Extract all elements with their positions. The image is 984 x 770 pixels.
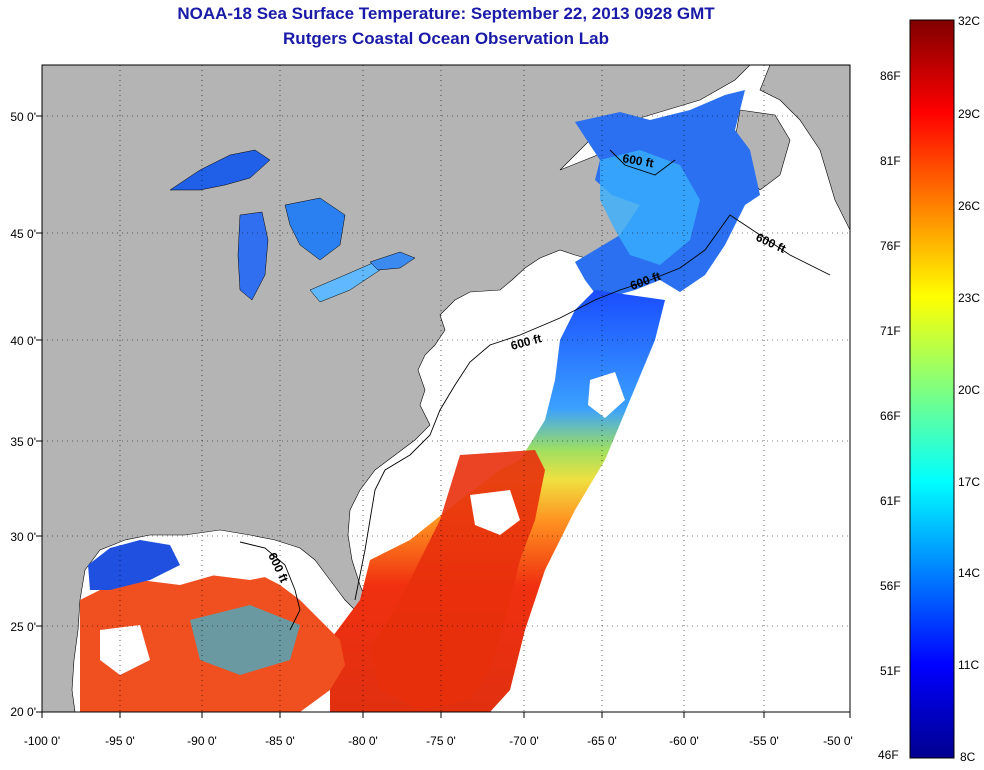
- lat-label: 50 0': [10, 110, 36, 124]
- no-data-patch: [588, 372, 625, 418]
- map-title: NOAA-18 Sea Surface Temperature: Septemb…: [177, 4, 715, 23]
- lon-label: -60 0': [669, 734, 699, 748]
- colorbar-c-label: 20C: [958, 383, 981, 397]
- colorbar-c-label: 17C: [958, 475, 981, 489]
- lat-label: 45 0': [10, 227, 36, 241]
- lon-label: -50 0': [823, 734, 853, 748]
- lon-label: -100 0': [24, 734, 60, 748]
- lat-label: 35 0': [10, 435, 36, 449]
- colorbar-c-label: 29C: [958, 107, 981, 121]
- colorbar: [909, 19, 955, 759]
- colorbar-c-label: 26C: [958, 199, 981, 213]
- no-data-patch: [200, 545, 290, 580]
- lat-label: 20 0': [10, 705, 36, 719]
- lon-label: -95 0': [105, 734, 135, 748]
- sst-gulf-st-lawrence-warm: [600, 150, 700, 265]
- graticule: [36, 65, 851, 718]
- lon-label: -70 0': [509, 734, 539, 748]
- colorbar-f-label: 86F: [880, 69, 901, 83]
- colorbar-c-label: 8C: [960, 750, 976, 764]
- colorbar-c-label: 32C: [958, 14, 981, 28]
- lat-label: 30 0': [10, 530, 36, 544]
- colorbar-f-label: 81F: [880, 154, 901, 168]
- lake-michigan: [237, 211, 269, 301]
- lon-label: -85 0': [265, 734, 295, 748]
- colorbar-f-label: 46F: [878, 748, 899, 762]
- isobath-600ft: [239, 541, 301, 631]
- axis-labels: -100 0' -95 0' -90 0' -85 0' -80 0' -75 …: [10, 110, 852, 748]
- colorbar-c-label: 23C: [958, 291, 981, 305]
- lon-label: -55 0': [749, 734, 779, 748]
- sst-gulf-mixed: [190, 605, 300, 675]
- no-data-patch: [100, 625, 150, 675]
- lake-huron: [284, 197, 346, 261]
- lake-superior: [169, 149, 271, 191]
- map-subtitle: Rutgers Coastal Ocean Observation Lab: [283, 29, 609, 48]
- lon-label: -75 0': [426, 734, 456, 748]
- colorbar-f-label: 76F: [880, 239, 901, 253]
- colorbar-f-label: 66F: [880, 409, 901, 423]
- lat-label: 40 0': [10, 334, 36, 348]
- sst-gulf-north-cold: [88, 540, 180, 590]
- lon-label: -65 0': [587, 734, 617, 748]
- lon-label: -80 0': [348, 734, 378, 748]
- colorbar-f-label: 61F: [880, 494, 901, 508]
- lake-ontario: [369, 251, 416, 271]
- isobath-600ft: [354, 214, 831, 601]
- no-data-patch: [470, 490, 520, 535]
- plot-frame: [41, 64, 851, 713]
- colorbar-f-label: 56F: [880, 579, 901, 593]
- land-labrador: [759, 65, 850, 231]
- colorbar-c-label: 14C: [958, 566, 981, 580]
- lon-label: -90 0': [187, 734, 217, 748]
- colorbar-f-label: 51F: [880, 664, 901, 678]
- lat-label: 25 0': [10, 620, 36, 634]
- contour-label: 600 ft: [621, 151, 654, 170]
- colorbar-c-label: 11C: [958, 658, 980, 672]
- colorbar-f-label: 71F: [880, 324, 901, 338]
- isobath-600ft: [609, 149, 676, 176]
